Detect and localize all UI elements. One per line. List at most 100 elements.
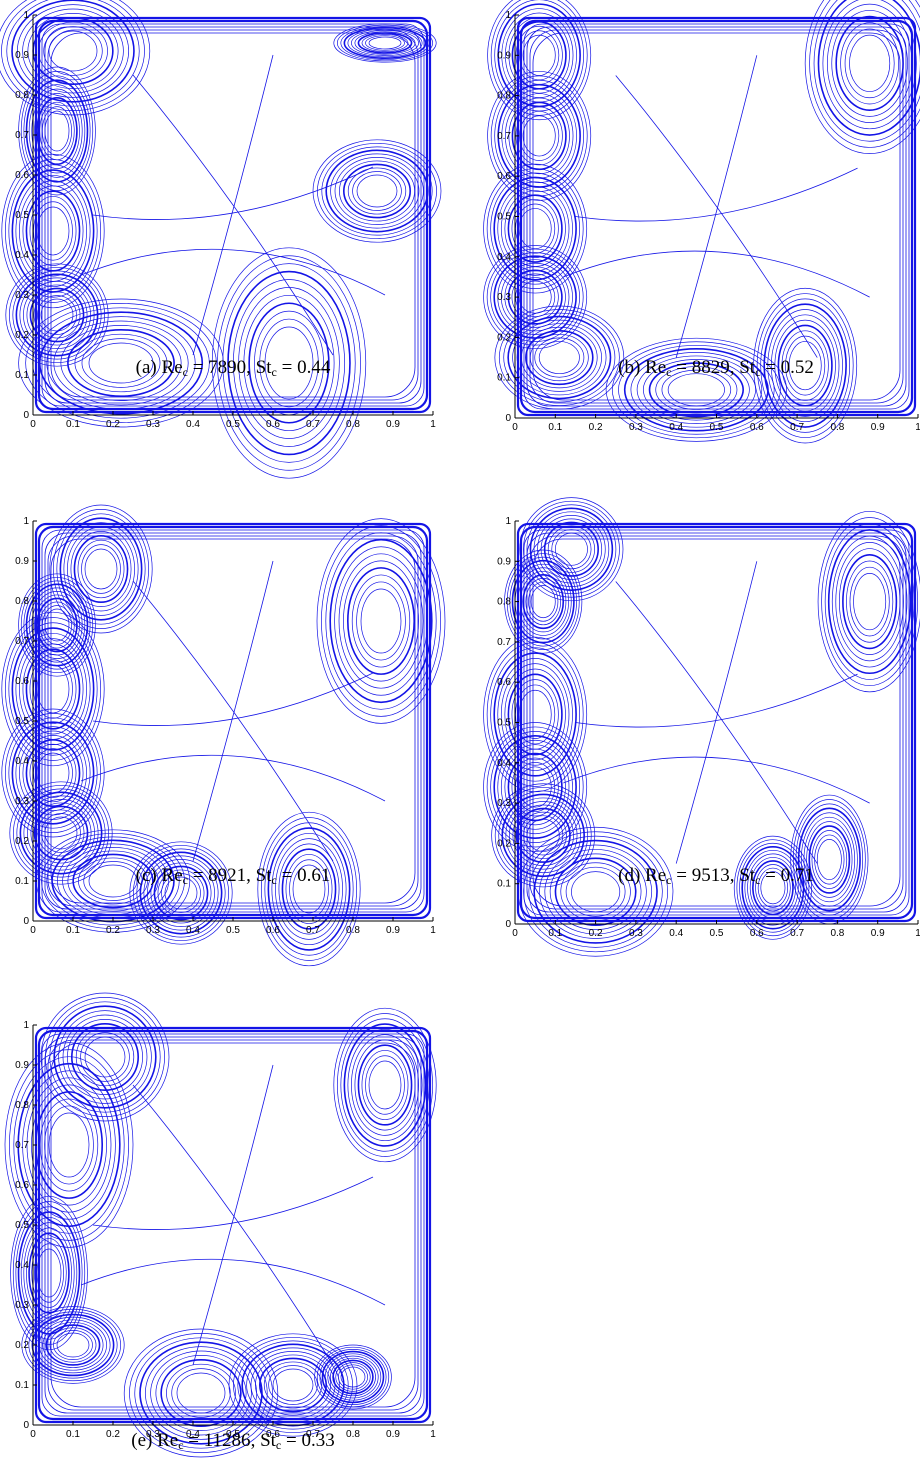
streamline <box>831 535 908 668</box>
subscript: c <box>755 365 761 379</box>
streamline <box>28 1311 118 1379</box>
streamline <box>347 28 423 58</box>
streamline <box>522 574 565 630</box>
streamline <box>11 0 135 103</box>
x-tick-label: 0.4 <box>186 1429 200 1440</box>
streamline <box>816 839 842 881</box>
y-tick-label: 0.7 <box>497 131 511 142</box>
streamline <box>285 854 333 924</box>
streamline <box>342 163 411 219</box>
streamline <box>25 79 89 183</box>
streamline <box>351 574 411 668</box>
streamline-plot: 0 0.1 0.2 0.3 0.4 0.5 0.6 0.7 0.8 0.9 1 0 0.1 0.2 0.3 0… <box>0 0 442 479</box>
streamline <box>826 3 913 123</box>
streamline <box>248 302 330 424</box>
streamline <box>18 66 96 196</box>
wall-streamline <box>50 1042 416 1408</box>
streamline <box>334 157 420 225</box>
streamline <box>30 802 92 864</box>
panel-label: (a) <box>135 357 162 378</box>
streamline <box>736 839 810 937</box>
streamline <box>549 853 642 930</box>
x-tick-label: 0.9 <box>386 419 400 430</box>
streamline <box>500 744 570 830</box>
streamline <box>123 1328 279 1458</box>
x-tick-label: 0.1 <box>66 925 80 936</box>
re-value: 9513 <box>691 865 730 886</box>
y-tick-label: 0.2 <box>15 836 29 847</box>
y-tick-label: 0.3 <box>15 796 29 807</box>
x-tick-label: 0.2 <box>589 928 603 939</box>
y-tick-label: 0.8 <box>15 90 29 101</box>
streamline <box>538 341 580 375</box>
streamline <box>53 1330 93 1360</box>
vortex-cell <box>504 549 583 654</box>
streamline <box>817 0 920 136</box>
y-tick-label: 0.3 <box>15 1300 29 1311</box>
streamline <box>809 0 920 148</box>
vortex-cell <box>312 139 442 243</box>
streamline <box>360 588 402 654</box>
panel-caption: (b) Rec = 8829, Stc = 0.52 <box>566 357 866 380</box>
streamline <box>498 309 620 406</box>
streamline <box>755 864 791 912</box>
streamline <box>21 1306 125 1384</box>
streamline <box>8 164 98 298</box>
subscript: c <box>271 873 277 887</box>
streamline <box>494 305 625 410</box>
x-tick-label: 0.1 <box>548 422 562 433</box>
streamline <box>554 532 588 566</box>
panel-label: (c) <box>135 865 162 886</box>
y-tick-label: 0.9 <box>497 556 511 567</box>
vortex-cell <box>733 835 812 940</box>
streamline <box>842 553 898 650</box>
st-value: 0.44 <box>297 357 331 378</box>
y-tick-label: 0.2 <box>15 330 29 341</box>
streamline <box>785 335 826 396</box>
separator: , <box>729 357 740 378</box>
st-value: 0.33 <box>301 1430 335 1451</box>
x-tick-label: 0.2 <box>106 925 120 936</box>
x-tick-label: 1 <box>430 925 436 936</box>
streamline <box>19 638 87 740</box>
re-symbol: Re <box>161 865 183 886</box>
streamline <box>767 309 843 423</box>
streamline <box>490 0 588 116</box>
streamline <box>62 847 164 915</box>
x-tick-label: 0.2 <box>106 419 120 430</box>
re-value: 8829 <box>691 357 730 378</box>
streamline <box>507 315 612 400</box>
x-tick-label: 0.2 <box>589 422 603 433</box>
y-tick-label: 0.6 <box>497 677 511 688</box>
separatrix-curves <box>563 561 870 864</box>
streamline <box>504 12 574 98</box>
streamline <box>176 1372 226 1414</box>
streamline <box>330 1357 376 1397</box>
streamline <box>36 97 78 166</box>
wall-streamline <box>523 23 910 410</box>
streamline <box>166 1363 236 1423</box>
x-tick-label: 0 <box>30 1429 36 1440</box>
streamline <box>347 167 407 215</box>
plot-area: 0 0.1 0.2 0.3 0.4 0.5 0.6 0.7 0.8 0.9 1 0 0.1 0.2 0.3 0… <box>483 497 920 957</box>
streamline <box>544 849 647 935</box>
streamline <box>618 344 775 435</box>
streamline <box>29 654 77 724</box>
streamline <box>846 560 894 643</box>
streamline <box>511 757 559 817</box>
streamline <box>343 26 427 60</box>
streamline-panel: 0 0.1 0.2 0.3 0.4 0.5 0.6 0.7 0.8 0.9 1 0 0.1 0.2 0.3 0… <box>483 497 920 957</box>
streamline <box>336 24 434 62</box>
streamline <box>77 539 125 599</box>
y-tick-label: 0.5 <box>15 210 29 221</box>
panel-label: (e) <box>131 1430 158 1451</box>
streamline <box>571 871 621 913</box>
streamline <box>500 262 570 332</box>
streamline <box>357 1044 413 1126</box>
y-tick-label: 0.9 <box>15 1060 29 1071</box>
streamline <box>36 1248 62 1298</box>
streamline <box>44 816 78 850</box>
streamline <box>80 248 386 296</box>
streamline <box>853 573 887 631</box>
wall-streamline <box>37 1029 429 1421</box>
